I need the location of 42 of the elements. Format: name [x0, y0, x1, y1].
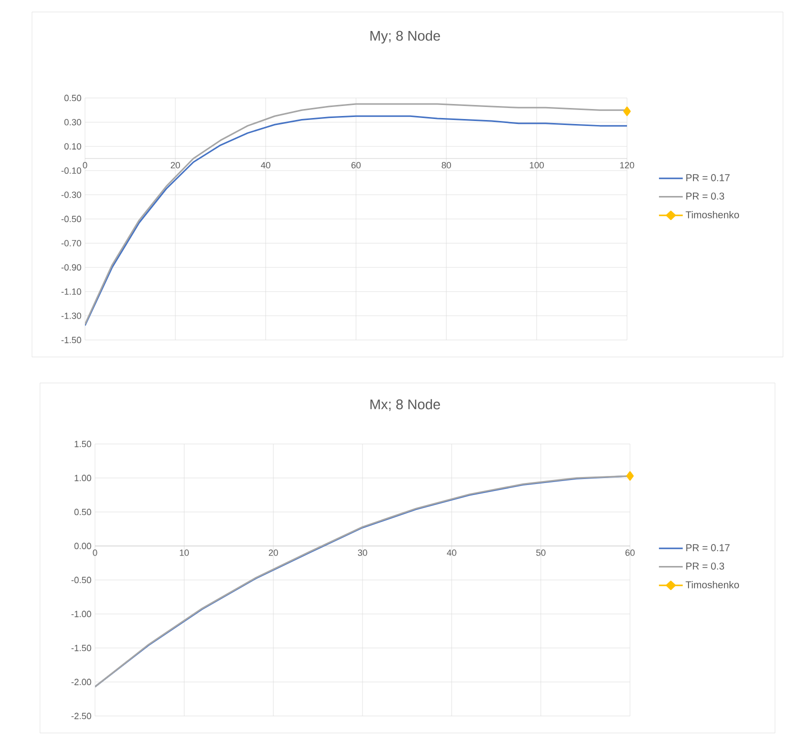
y-tick-label: 0.00	[74, 542, 92, 550]
y-tick-label: 0.30	[64, 119, 82, 126]
y-tick-label: 0.10	[64, 143, 82, 150]
y-tick-label: -1.50	[71, 644, 92, 652]
y-tick-label: -1.10	[61, 288, 82, 295]
legend-label: Timoshenko	[686, 580, 739, 588]
y-tick-label: -0.10	[61, 167, 82, 174]
y-tick-label: -2.50	[71, 712, 92, 720]
legend-label: PR = 0.17	[686, 174, 730, 182]
y-tick-label: 0.50	[74, 508, 92, 516]
x-tick-label: 0	[92, 550, 98, 556]
x-tick-label: 20	[268, 550, 278, 556]
x-tick-label: 60	[351, 162, 361, 168]
x-tick-label: 100	[530, 162, 544, 168]
x-tick-label: 40	[260, 162, 270, 168]
y-tick-label: -2.00	[71, 678, 92, 686]
chart-title: Mx; 8 Node	[370, 399, 440, 411]
legend-label: PR = 0.3	[686, 192, 724, 200]
y-tick-label: 1.00	[74, 474, 92, 482]
legend-label: PR = 0.17	[686, 544, 730, 552]
legend-label: PR = 0.3	[686, 562, 724, 570]
x-tick-label: 0	[82, 162, 88, 168]
y-tick-label: -0.90	[61, 264, 82, 271]
chart-title: My; 8 Node	[370, 30, 440, 44]
x-tick-label: 80	[442, 162, 451, 168]
y-tick-label: -1.50	[61, 336, 82, 344]
y-tick-label: -1.00	[71, 610, 92, 618]
x-tick-label: 40	[446, 550, 456, 556]
y-tick-label: -0.70	[61, 240, 82, 246]
y-tick-label: -0.50	[61, 216, 82, 222]
y-tick-label: -1.30	[61, 312, 82, 319]
x-tick-label: 60	[625, 550, 635, 556]
x-tick-label: 20	[170, 162, 180, 168]
y-tick-label: -0.30	[61, 192, 82, 198]
x-tick-label: 120	[620, 162, 634, 168]
x-tick-label: 50	[536, 550, 546, 556]
legend-label: Timoshenko	[686, 210, 739, 218]
y-tick-label: -0.50	[71, 576, 92, 584]
y-tick-label: 0.50	[64, 94, 82, 102]
x-tick-label: 30	[358, 550, 368, 556]
y-tick-label: 1.50	[74, 440, 92, 448]
x-tick-label: 10	[180, 550, 189, 556]
